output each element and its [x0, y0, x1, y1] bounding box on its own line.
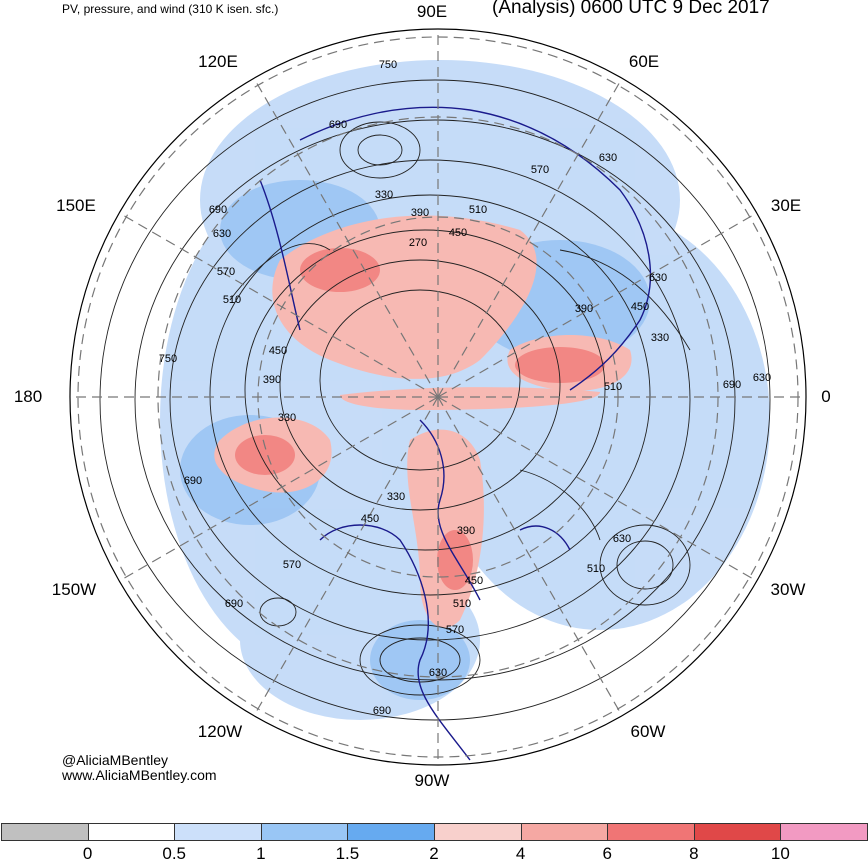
contour-value-label: 450 [465, 575, 483, 587]
contour-value-label: 510 [587, 563, 605, 575]
longitude-label: 150E [56, 196, 96, 215]
meridian-line [437, 396, 757, 582]
contour-value-label: 630 [429, 667, 447, 679]
map-boundary [69, 28, 807, 766]
colorbar-tick-label: 1.5 [335, 844, 360, 863]
meridian-line [253, 396, 439, 716]
colorbar-swatch [174, 823, 262, 841]
longitude-label: 60E [628, 52, 660, 71]
colorbar-tick-label: 2 [429, 844, 439, 863]
colorbar-tick-label: 10 [770, 844, 790, 863]
contour-value-label: 570 [446, 624, 464, 636]
longitude-grid [70, 29, 806, 765]
colorbar-tick-label: 4 [515, 844, 526, 863]
colorbar-swatch [87, 823, 176, 841]
contour-value-label: 630 [599, 152, 617, 164]
contour-value-label: 690 [329, 119, 347, 131]
contour-value-label: 390 [411, 207, 429, 219]
title-right: (Analysis) 0600 UTC 9 Dec 2017 [492, 0, 770, 18]
contour-value-label: 450 [631, 301, 649, 313]
colorbar-tick-label: 0 [82, 844, 93, 863]
colorbar-swatch [1, 823, 89, 841]
contour-value-label: 450 [361, 513, 379, 525]
longitude-label: 90W [414, 771, 450, 790]
contour-value-label: 330 [278, 412, 296, 424]
contour-value-label: 630 [753, 372, 771, 384]
contour-value-label: 510 [453, 598, 471, 610]
longitude-label: 120E [198, 52, 238, 71]
contour-value-label: 330 [375, 189, 393, 201]
colorbar-tick-label: 0.5 [162, 844, 187, 863]
latitude-circle [257, 216, 619, 578]
contour-value-label: 390 [575, 303, 593, 315]
pv-very-high-shading [235, 248, 605, 590]
longitude-label: 60W [630, 722, 666, 741]
colorbar-swatch [434, 823, 522, 841]
contour-value-label: 510 [469, 204, 487, 216]
contour-value-label: 750 [159, 353, 177, 365]
contour-value-label: 390 [263, 374, 281, 386]
contour-value-label: 450 [269, 345, 287, 357]
title-left: PV, pressure, and wind (310 K isen. sfc.… [62, 2, 279, 16]
contour-value-label: 510 [604, 381, 622, 393]
longitude-label: 150W [51, 580, 97, 599]
contour-value-label: 750 [379, 59, 397, 71]
contour-value-label: 330 [651, 332, 669, 344]
colorbar-tick-label: 6 [602, 844, 612, 863]
colorbar-tick-label: 8 [689, 844, 699, 863]
colorbar-swatch [520, 823, 609, 841]
contour-value-label: 690 [723, 379, 741, 391]
longitude-label: 0 [821, 387, 831, 406]
colorbar-swatch [347, 823, 435, 841]
pressure-contours [99, 79, 771, 721]
meridian-line [253, 78, 439, 398]
longitude-label: 30E [770, 196, 802, 215]
colorbar-swatch [693, 823, 782, 841]
contour-value-label: 690 [373, 705, 391, 717]
meridian-line [119, 396, 439, 582]
contour-value-label: 690 [184, 475, 202, 487]
contour-value-label: 570 [217, 266, 235, 278]
contour-value-label: 330 [387, 491, 405, 503]
contour-value-label: 630 [613, 533, 631, 545]
longitude-label: 180 [13, 387, 43, 406]
colorbar-tick-label: 1 [256, 844, 266, 863]
contour-value-label: 390 [457, 525, 475, 537]
longitude-label: 120W [197, 722, 243, 741]
contour-value-label: 690 [225, 598, 243, 610]
colorbar-swatch [607, 823, 695, 841]
contour-value-label: 270 [409, 237, 427, 249]
contour-labels: 7506903303902704505105706306906305705107… [159, 59, 771, 717]
meridian-line [437, 396, 623, 716]
latitude-circle [157, 116, 719, 678]
contour-value-label: 630 [213, 228, 231, 240]
contour-value-label: 570 [283, 559, 301, 571]
contour-value-label: 690 [209, 204, 227, 216]
longitude-label: 90E [416, 2, 448, 21]
contour-value-label: 570 [531, 164, 549, 176]
credit-handle: @AliciaMBentley [62, 752, 169, 768]
meridian-line [119, 212, 439, 398]
colorbar-swatch [260, 823, 349, 841]
colorbar-swatch [780, 823, 868, 841]
contour-value-label: 510 [223, 294, 241, 306]
meridian-line [437, 78, 623, 398]
contour-value-label: 630 [649, 272, 667, 284]
meridian-line [437, 212, 757, 398]
contour-value-label: 450 [449, 227, 467, 239]
longitude-label: 30W [770, 580, 806, 599]
credit-website: www.AliciaMBentley.com [62, 767, 217, 783]
latitude-circle [77, 36, 799, 758]
